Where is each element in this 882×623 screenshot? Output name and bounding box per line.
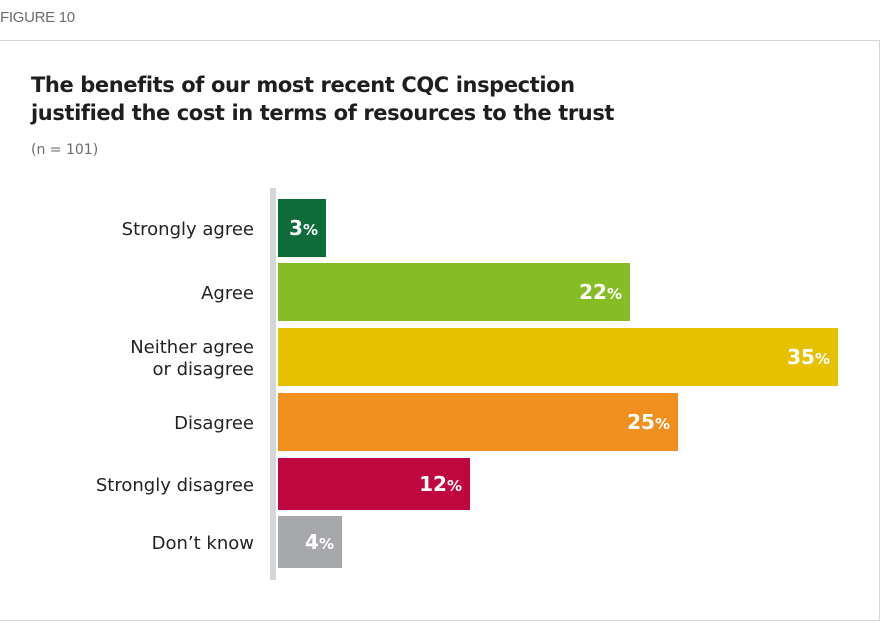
category-label-line: Strongly disagree (96, 475, 254, 496)
chart-panel (0, 40, 880, 621)
data-label: 12% (419, 472, 462, 496)
category-label: Disagree (174, 413, 254, 434)
category-label-line: Don’t know (152, 533, 254, 554)
chart-title-line-2: justified the cost in terms of resources… (31, 101, 615, 125)
category-label: Strongly agree (122, 219, 254, 240)
category-label-line: Disagree (174, 413, 254, 434)
bar (278, 516, 342, 568)
bar (278, 199, 326, 257)
category-label-line: Agree (201, 283, 254, 304)
data-label: 4% (305, 530, 334, 554)
category-label: Neither agree or disagree (130, 337, 254, 380)
bar (278, 263, 630, 321)
data-label: 22% (579, 280, 622, 304)
category-label-line: Strongly agree (122, 219, 254, 240)
data-label: 25% (627, 410, 670, 434)
bar (278, 458, 470, 510)
category-label-line: Neither agree (130, 337, 254, 358)
chart-title: The benefits of our most recent CQC insp… (31, 71, 614, 127)
category-axis-line (270, 188, 276, 580)
chart-title-line-1: The benefits of our most recent CQC insp… (31, 73, 575, 97)
chart-subtitle: (n = 101) (31, 142, 99, 158)
figure-label: FIGURE 10 (0, 9, 75, 26)
data-label: 3% (289, 216, 318, 240)
data-label: 35% (787, 345, 830, 369)
bar (278, 393, 678, 451)
category-label: Agree (201, 283, 254, 304)
category-label-line: or disagree (152, 359, 254, 380)
category-label: Strongly disagree (96, 475, 254, 496)
category-label: Don’t know (152, 533, 254, 554)
bar (278, 328, 838, 386)
